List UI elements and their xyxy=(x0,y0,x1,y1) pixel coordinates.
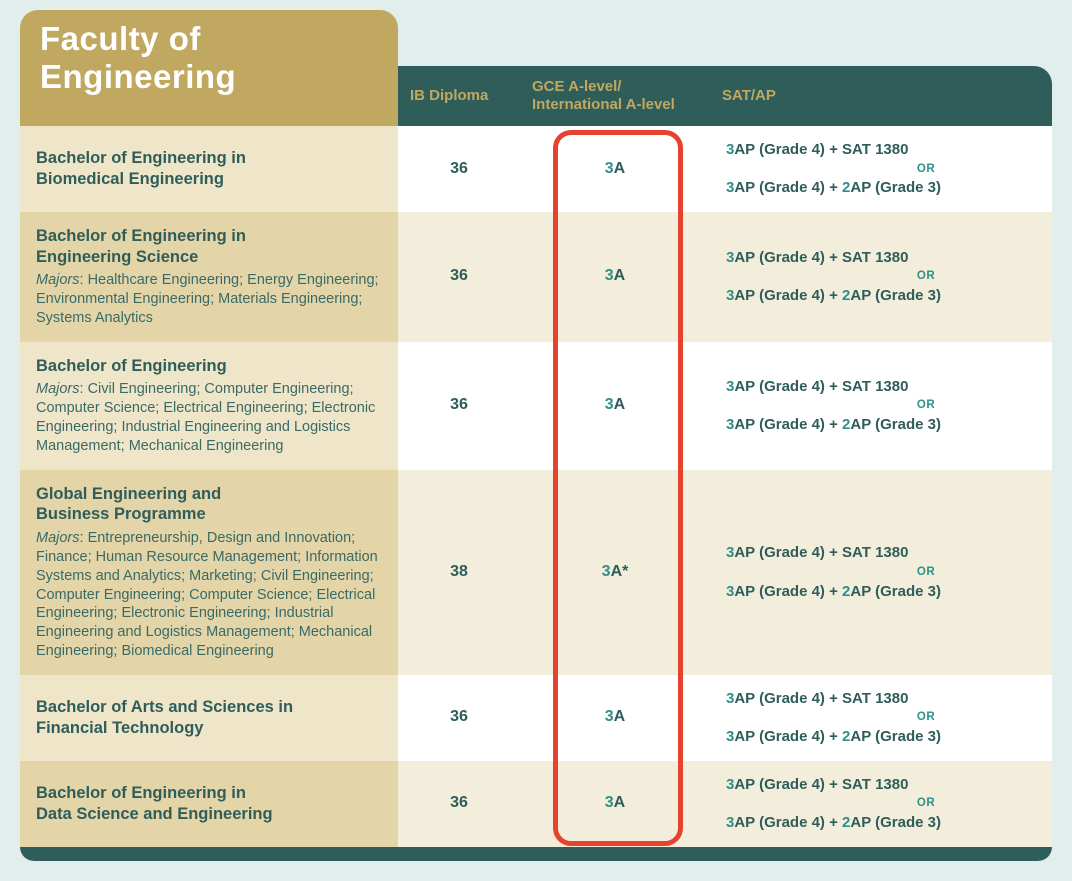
sat-line2: 3AP (Grade 4) + 2AP (Grade 3) xyxy=(726,582,1036,602)
requirements-table: Bachelor of Engineering inBiomedical Eng… xyxy=(20,126,1052,847)
ib-cell: 38 xyxy=(398,470,520,675)
sat-line1: 3AP (Grade 4) + SAT 1380 xyxy=(726,775,1036,795)
sat-or: OR xyxy=(726,796,1036,811)
ib-cell: 36 xyxy=(398,675,520,761)
programme-title: Bachelor of Engineering inData Science a… xyxy=(36,783,382,824)
programme-title: Bachelor of Arts and Sciences inFinancia… xyxy=(36,697,382,738)
sat-cell: 3AP (Grade 4) + SAT 1380 OR 3AP (Grade 4) … xyxy=(710,470,1052,675)
table-row: Global Engineering andBusiness Programme… xyxy=(20,470,1052,675)
col-header-gce-l1: GCE A-level/ xyxy=(532,78,621,95)
sat-line1: 3AP (Grade 4) + SAT 1380 xyxy=(726,248,1036,268)
title-line2: Engineering xyxy=(40,58,236,95)
sat-line1: 3AP (Grade 4) + SAT 1380 xyxy=(726,377,1036,397)
programme-cell: Global Engineering andBusiness Programme… xyxy=(20,470,398,675)
sat-cell: 3AP (Grade 4) + SAT 1380 OR3AP (Grade 4) … xyxy=(710,126,1052,212)
sat-or: OR xyxy=(726,710,1036,725)
sat-line2: 3AP (Grade 4) + 2AP (Grade 3) xyxy=(726,286,1036,306)
faculty-title: Faculty of Engineering xyxy=(40,20,236,96)
title-line1: Faculty of xyxy=(40,20,201,57)
sat-line1: 3AP (Grade 4) + SAT 1380 xyxy=(726,543,1036,563)
table-row: Bachelor of Engineering inBiomedical Eng… xyxy=(20,126,1052,212)
programme-cell: Bachelor of Engineering inEngineering Sc… xyxy=(20,212,398,342)
requirements-card: Faculty of Engineering IB Diploma GCE A-… xyxy=(20,10,1052,861)
sat-line2: 3AP (Grade 4) + 2AP (Grade 3) xyxy=(726,813,1036,833)
gce-cell: 3A xyxy=(520,212,710,342)
sat-line2: 3AP (Grade 4) + 2AP (Grade 3) xyxy=(726,727,1036,747)
sat-line1: 3AP (Grade 4) + SAT 1380 xyxy=(726,140,1036,160)
ib-cell: 36 xyxy=(398,342,520,470)
programme-cell: Bachelor of Engineering inData Science a… xyxy=(20,761,398,847)
gce-cell: 3A xyxy=(520,761,710,847)
sat-or: OR xyxy=(726,565,1036,580)
ib-cell: 36 xyxy=(398,126,520,212)
table-body-wrap: Bachelor of Engineering inBiomedical Eng… xyxy=(20,126,1052,847)
programme-majors: Majors: Healthcare Engineering; Energy E… xyxy=(36,271,382,328)
sat-or: OR xyxy=(726,398,1036,413)
programme-cell: Bachelor of Arts and Sciences inFinancia… xyxy=(20,675,398,761)
table-row: Bachelor of Engineering Majors: Civil Eng… xyxy=(20,342,1052,470)
programme-majors: Majors: Civil Engineering; Computer Engi… xyxy=(36,380,382,455)
sat-cell: 3AP (Grade 4) + SAT 1380OR 3AP (Grade 4) … xyxy=(710,675,1052,761)
table-row: Bachelor of Arts and Sciences inFinancia… xyxy=(20,675,1052,761)
ib-cell: 36 xyxy=(398,761,520,847)
sat-or: OR xyxy=(726,269,1036,284)
ib-cell: 36 xyxy=(398,212,520,342)
gce-cell: 3A* xyxy=(520,470,710,675)
table-row: Bachelor of Engineering inData Science a… xyxy=(20,761,1052,847)
table-row: Bachelor of Engineering inEngineering Sc… xyxy=(20,212,1052,342)
sat-cell: 3AP (Grade 4) + SAT 1380OR 3AP (Grade 4) … xyxy=(710,212,1052,342)
sat-line1: 3AP (Grade 4) + SAT 1380 xyxy=(726,689,1036,709)
col-header-ib: IB Diploma xyxy=(398,66,520,126)
programme-title: Global Engineering andBusiness Programme xyxy=(36,484,382,525)
col-header-sat: SAT/AP xyxy=(710,66,1052,126)
programme-title: Bachelor of Engineering xyxy=(36,356,382,377)
header-row: Faculty of Engineering IB Diploma GCE A-… xyxy=(20,10,1052,126)
gce-cell: 3A xyxy=(520,126,710,212)
sat-cell: 3AP (Grade 4) + SAT 1380OR 3AP (Grade 4) … xyxy=(710,761,1052,847)
programme-cell: Bachelor of Engineering inBiomedical Eng… xyxy=(20,126,398,212)
sat-cell: 3AP (Grade 4) + SAT 1380OR 3AP (Grade 4) … xyxy=(710,342,1052,470)
footer-bar xyxy=(20,847,1052,861)
programme-title: Bachelor of Engineering inBiomedical Eng… xyxy=(36,148,382,189)
col-header-gce-l2: International A-level xyxy=(532,96,675,113)
programme-cell: Bachelor of Engineering Majors: Civil Eng… xyxy=(20,342,398,470)
gce-cell: 3A xyxy=(520,675,710,761)
sat-line2: 3AP (Grade 4) + 2AP (Grade 3) xyxy=(726,178,1036,198)
faculty-title-block: Faculty of Engineering xyxy=(20,10,398,126)
sat-or: OR xyxy=(726,162,1036,177)
column-headers: IB Diploma GCE A-level/ International A-… xyxy=(398,66,1052,126)
col-header-gce: GCE A-level/ International A-level xyxy=(520,66,710,126)
gce-cell: 3A xyxy=(520,342,710,470)
programme-title: Bachelor of Engineering inEngineering Sc… xyxy=(36,226,382,267)
sat-line2: 3AP (Grade 4) + 2AP (Grade 3) xyxy=(726,415,1036,435)
programme-majors: Majors: Entrepreneurship, Design and Inn… xyxy=(36,529,382,661)
